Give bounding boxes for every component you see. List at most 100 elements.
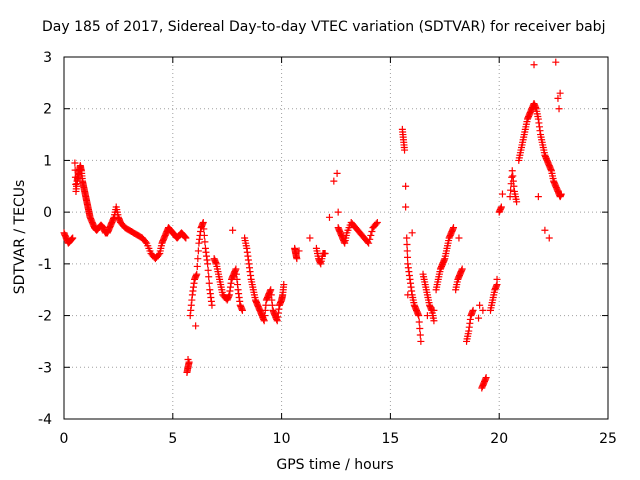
data-point xyxy=(475,314,483,322)
data-point xyxy=(155,251,163,259)
data-point xyxy=(238,305,246,313)
data-point xyxy=(244,256,252,264)
data-point xyxy=(410,299,418,307)
data-point xyxy=(205,279,213,287)
data-point xyxy=(434,278,442,286)
data-point xyxy=(194,247,202,255)
data-point xyxy=(552,58,560,66)
data-point xyxy=(554,94,562,102)
y-tick-label: -1 xyxy=(38,257,52,273)
y-tick-label: -2 xyxy=(38,309,52,325)
data-point xyxy=(440,256,448,264)
data-point xyxy=(190,279,198,287)
data-point xyxy=(430,306,438,314)
data-point xyxy=(534,193,542,201)
data-point xyxy=(417,337,425,345)
data-point xyxy=(519,138,527,146)
data-point xyxy=(405,271,413,279)
data-point xyxy=(536,127,544,135)
data-point xyxy=(330,177,338,185)
data-point xyxy=(266,287,274,295)
data-point xyxy=(214,268,222,276)
data-point xyxy=(192,271,200,279)
data-point xyxy=(366,235,374,243)
data-point xyxy=(362,237,370,245)
data-point xyxy=(142,238,150,246)
data-point xyxy=(119,221,127,229)
data-point xyxy=(188,296,196,304)
y-tick-label: 0 xyxy=(43,205,52,221)
data-point xyxy=(453,278,461,286)
data-point xyxy=(199,220,207,228)
data-point xyxy=(402,182,410,190)
data-point xyxy=(185,359,193,367)
y-tick-label: -4 xyxy=(38,412,52,428)
data-point xyxy=(340,238,348,246)
data-point xyxy=(342,231,350,239)
chart-title: Day 185 of 2017, Sidereal Day-to-day VTE… xyxy=(42,19,606,35)
data-point xyxy=(234,281,242,289)
data-point xyxy=(549,175,557,183)
data-point xyxy=(556,89,564,97)
data-point xyxy=(275,305,283,313)
data-point xyxy=(416,325,424,332)
data-point xyxy=(449,225,457,233)
data-point xyxy=(368,228,376,236)
data-point xyxy=(333,169,341,177)
data-point xyxy=(545,234,553,242)
data-point xyxy=(193,262,201,270)
data-point xyxy=(415,318,423,326)
data-point xyxy=(71,166,79,174)
data-point xyxy=(242,242,250,250)
data-point xyxy=(201,238,209,246)
x-tick-label: 20 xyxy=(490,431,508,447)
data-point xyxy=(469,308,477,316)
data-point xyxy=(540,149,548,157)
data-point xyxy=(372,220,380,228)
data-point xyxy=(216,278,224,286)
data-point xyxy=(316,259,324,267)
data-point xyxy=(203,256,211,264)
data-point xyxy=(249,283,257,291)
axis-ticks: 0 5 10 15 20 25 -4 -3 -2 -1 0 1 2 3 xyxy=(38,50,617,447)
data-point xyxy=(458,266,466,274)
data-point xyxy=(207,297,215,305)
data-point xyxy=(184,356,192,364)
data-point xyxy=(280,283,288,291)
data-point xyxy=(268,301,276,309)
data-point xyxy=(423,288,431,296)
x-tick-label: 10 xyxy=(273,431,291,447)
data-point xyxy=(247,271,255,279)
data-point xyxy=(479,306,487,314)
data-point xyxy=(212,259,220,267)
x-tick-label: 15 xyxy=(381,431,399,447)
data-point xyxy=(510,182,518,190)
data-point xyxy=(408,287,416,295)
data-point xyxy=(404,291,412,299)
data-point xyxy=(251,293,259,301)
data-point xyxy=(194,255,202,263)
data-point xyxy=(404,253,412,261)
data-point xyxy=(530,61,538,69)
data-point xyxy=(181,233,189,241)
data-point xyxy=(225,292,233,300)
data-point xyxy=(416,331,424,339)
data-point xyxy=(532,103,540,111)
data-point xyxy=(205,273,213,281)
data-point xyxy=(200,225,208,233)
data-point xyxy=(293,253,301,261)
y-tick-label: 2 xyxy=(43,102,52,118)
data-point xyxy=(534,112,542,120)
data-point xyxy=(157,242,165,250)
data-point xyxy=(349,221,357,229)
data-point xyxy=(492,282,500,290)
data-point xyxy=(325,213,333,221)
data-point xyxy=(295,247,303,255)
data-point xyxy=(141,237,149,245)
data-point xyxy=(306,234,314,242)
data-point xyxy=(200,231,208,239)
data-point xyxy=(403,247,411,255)
data-point xyxy=(442,247,450,255)
data-point xyxy=(538,138,546,146)
data-point xyxy=(476,301,484,309)
